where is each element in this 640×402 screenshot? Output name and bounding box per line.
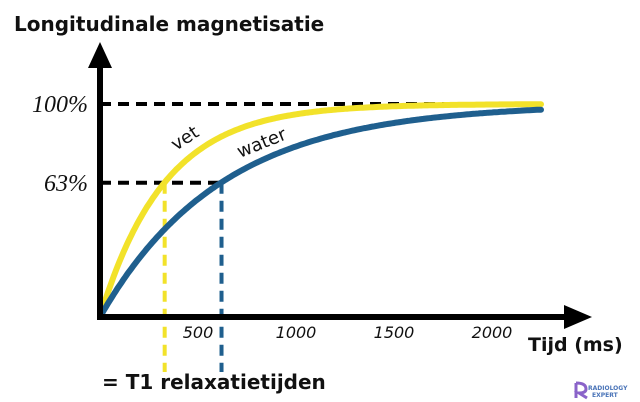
- x-tick-label: 500: [183, 323, 214, 342]
- y-tick-label: 100%: [32, 92, 88, 118]
- series-line-vet: [97, 101, 544, 320]
- x-axis-arrow-icon: [564, 305, 592, 329]
- logo-text-bottom: EXPERT: [592, 392, 619, 399]
- y-tick-labels: 63% 100%: [32, 92, 88, 197]
- t1-annotation: = T1 relaxatietijden: [102, 370, 326, 394]
- x-tick-labels: 500 1000 1500 2000: [183, 323, 513, 342]
- curves: [97, 101, 544, 320]
- x-tick-label: 1500: [374, 323, 415, 342]
- chart-title: Longitudinale magnetisatie: [14, 12, 324, 36]
- x-tick-label: 1000: [276, 323, 317, 342]
- series-line-water: [97, 106, 544, 320]
- logo-mark-icon: [573, 381, 588, 400]
- logo-text-top: RADIOLOGY: [588, 385, 628, 392]
- y-axis-arrow-icon: [88, 42, 112, 68]
- radiology-expert-logo: RADIOLOGY EXPERT: [573, 381, 628, 400]
- x-axis-label: Tijd (ms): [528, 334, 623, 356]
- x-tick-label: 2000: [472, 323, 513, 342]
- y-tick-label: 63%: [44, 171, 88, 197]
